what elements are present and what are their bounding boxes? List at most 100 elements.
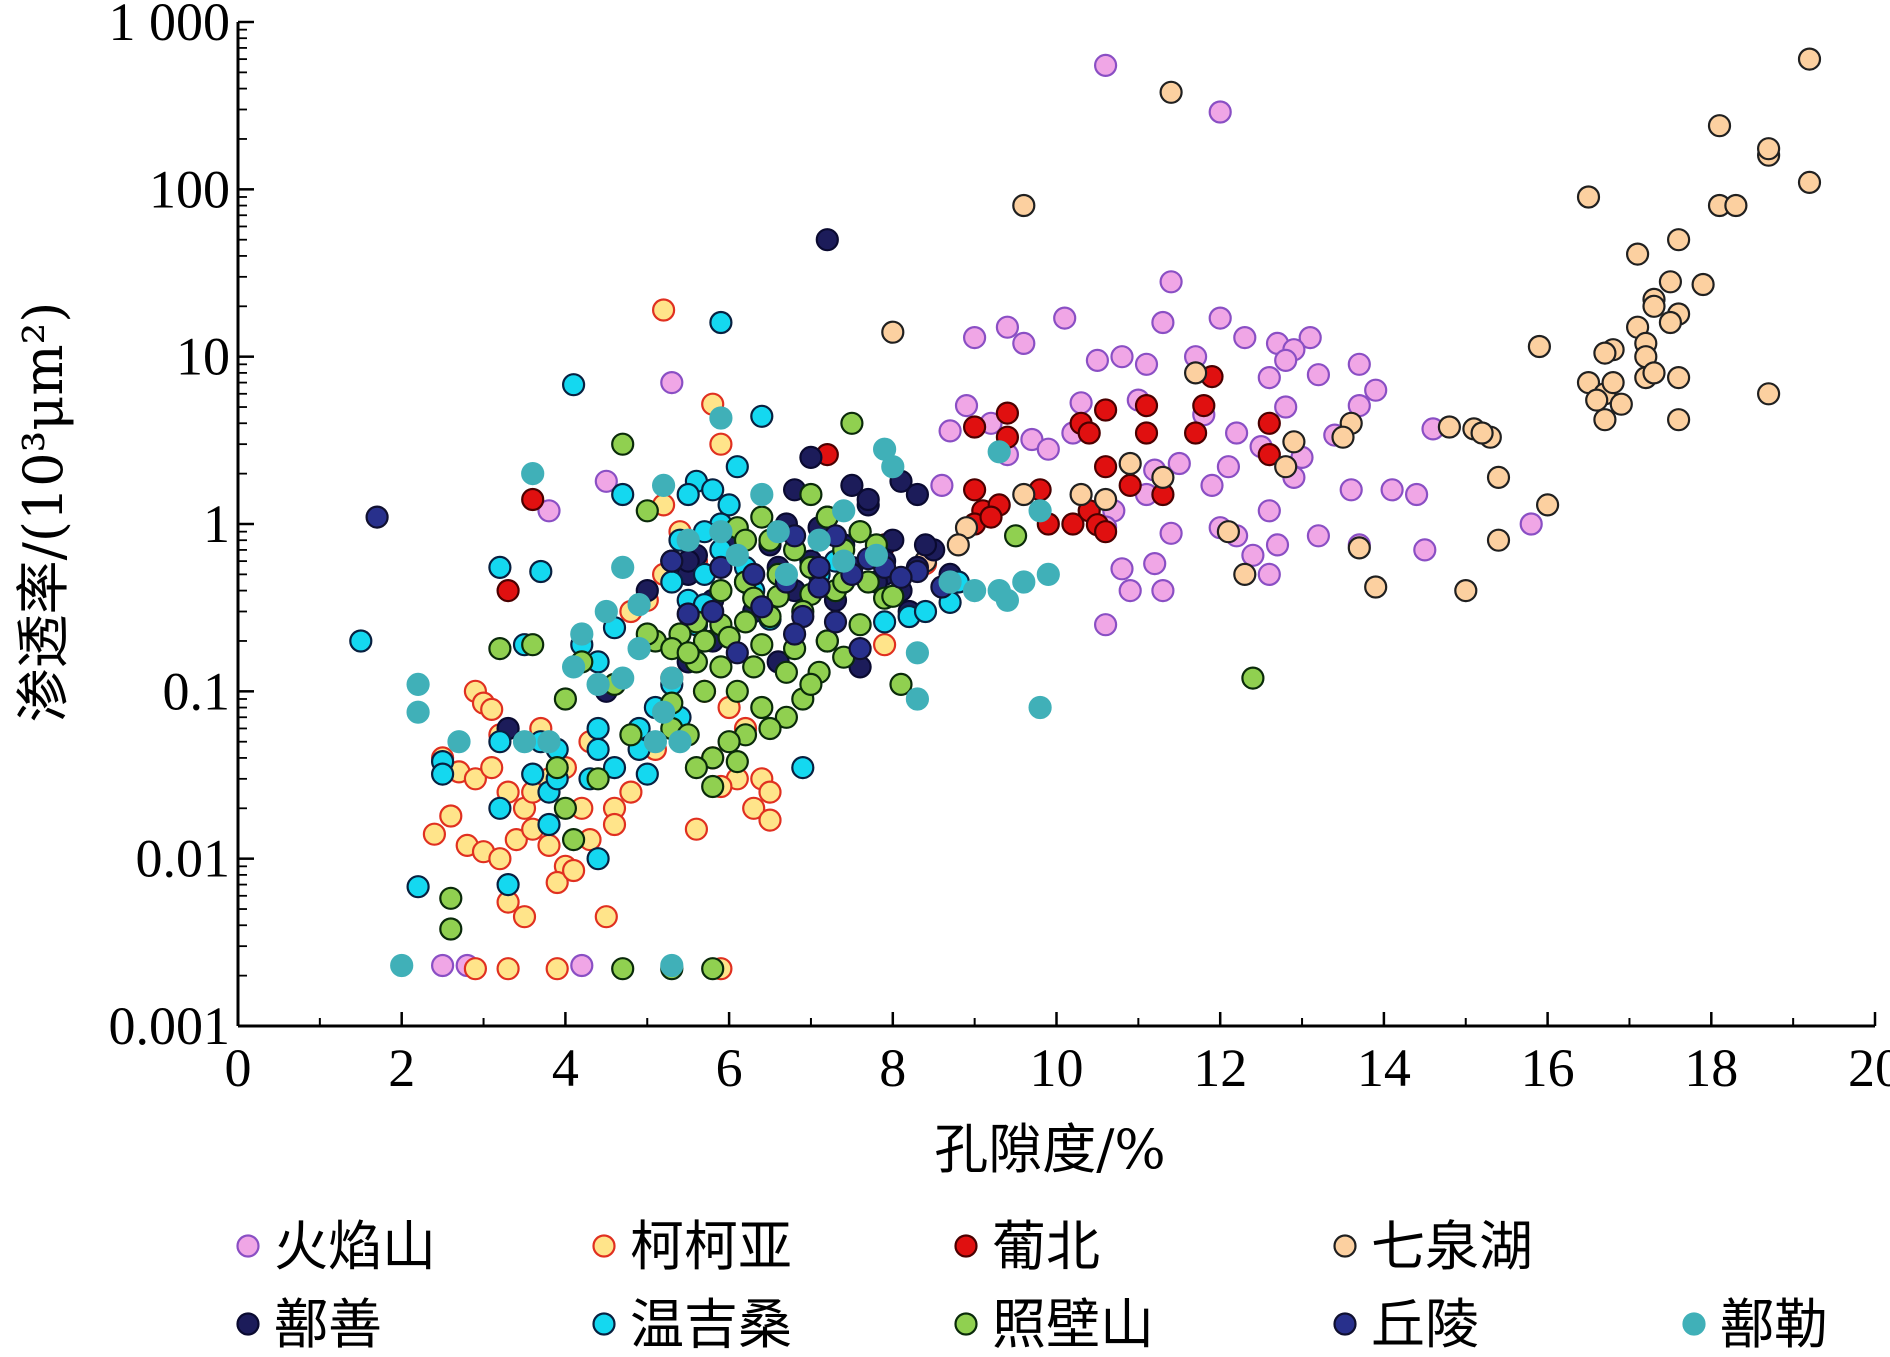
data-point xyxy=(521,487,545,512)
data-point xyxy=(651,298,676,322)
x-tick-label: 6 xyxy=(716,1038,743,1098)
data-point xyxy=(1666,228,1691,252)
y-tick-label: 0.001 xyxy=(109,996,231,1056)
data-point xyxy=(1454,578,1478,603)
data-point xyxy=(725,679,749,703)
data-point xyxy=(750,695,774,720)
data-point xyxy=(545,957,569,981)
legend-label: 火焰山 xyxy=(274,1215,436,1278)
data-point xyxy=(1224,421,1249,445)
x-tick-label: 0 xyxy=(225,1038,252,1098)
data-point xyxy=(1486,528,1511,552)
data-point xyxy=(995,401,1020,425)
data-point xyxy=(1077,421,1101,445)
data-point xyxy=(1265,533,1290,557)
data-point xyxy=(1797,47,1822,71)
data-point xyxy=(725,749,749,774)
data-point xyxy=(1134,421,1159,445)
data-point xyxy=(1069,391,1093,415)
data-point xyxy=(463,957,487,981)
data-point xyxy=(349,629,373,653)
data-point xyxy=(439,917,463,941)
data-point xyxy=(1756,137,1781,161)
data-point xyxy=(864,543,889,567)
data-point xyxy=(1208,100,1232,124)
data-point xyxy=(742,655,766,679)
data-point xyxy=(545,755,569,780)
data-point xyxy=(602,755,627,780)
data-point xyxy=(1151,578,1175,603)
x-tick-label: 14 xyxy=(1357,1038,1411,1098)
data-point xyxy=(725,455,749,479)
data-point xyxy=(766,520,790,544)
data-point xyxy=(660,570,684,594)
data-point xyxy=(1306,524,1331,548)
data-point xyxy=(480,755,504,780)
legend-label: 丘陵 xyxy=(1371,1293,1479,1356)
legend-item: 火焰山 xyxy=(236,1215,436,1278)
data-point xyxy=(1110,345,1134,369)
data-point xyxy=(774,660,799,684)
data-point xyxy=(537,833,561,858)
data-point xyxy=(635,499,659,523)
data-point xyxy=(799,672,823,697)
data-point xyxy=(905,641,930,665)
data-point xyxy=(905,482,930,507)
data-point xyxy=(627,592,651,617)
data-point xyxy=(1593,408,1617,432)
data-point xyxy=(488,847,512,871)
data-point xyxy=(733,610,758,634)
data-point xyxy=(594,469,618,493)
data-point xyxy=(570,622,594,646)
data-point xyxy=(979,505,1003,529)
data-point xyxy=(439,804,463,828)
data-point xyxy=(758,780,782,804)
data-point xyxy=(643,730,668,754)
data-point xyxy=(439,886,463,910)
data-point xyxy=(1134,352,1159,376)
data-point xyxy=(406,875,430,899)
data-point xyxy=(725,543,749,567)
legend-item: 温吉桑 xyxy=(592,1293,792,1356)
data-point xyxy=(1200,473,1224,497)
data-point xyxy=(1274,455,1298,479)
data-point xyxy=(586,716,610,741)
legend-label: 照壁山 xyxy=(992,1293,1154,1356)
data-point xyxy=(725,641,749,665)
legend-marker xyxy=(954,1234,978,1258)
data-point xyxy=(406,672,430,697)
data-point xyxy=(521,762,545,786)
data-point xyxy=(496,872,520,897)
legend-item: 七泉湖 xyxy=(1333,1215,1533,1278)
x-axis-title: 孔隙度/% xyxy=(934,1118,1166,1181)
data-point xyxy=(881,584,905,608)
data-point xyxy=(774,705,799,729)
data-point xyxy=(954,394,979,418)
data-point xyxy=(1274,348,1298,372)
data-point xyxy=(660,371,684,395)
data-point xyxy=(488,636,512,661)
data-point xyxy=(1257,562,1281,587)
data-point xyxy=(488,796,512,820)
data-point xyxy=(431,953,455,978)
data-point xyxy=(676,482,700,507)
data-point xyxy=(709,555,733,580)
data-point xyxy=(938,570,962,594)
data-point xyxy=(619,723,643,747)
data-point xyxy=(586,767,610,791)
data-point xyxy=(1658,310,1683,335)
data-point xyxy=(856,487,880,512)
data-point xyxy=(807,528,831,552)
data-point xyxy=(480,697,504,722)
legend-marker xyxy=(592,1312,616,1336)
data-point xyxy=(701,957,725,981)
data-point xyxy=(1053,306,1077,330)
data-point xyxy=(1151,310,1175,335)
data-point xyxy=(1486,465,1511,489)
data-point xyxy=(1339,478,1363,502)
data-point xyxy=(1257,499,1281,523)
data-point xyxy=(561,827,586,852)
data-point xyxy=(840,473,864,497)
data-point xyxy=(635,762,659,786)
data-point xyxy=(1797,170,1822,194)
